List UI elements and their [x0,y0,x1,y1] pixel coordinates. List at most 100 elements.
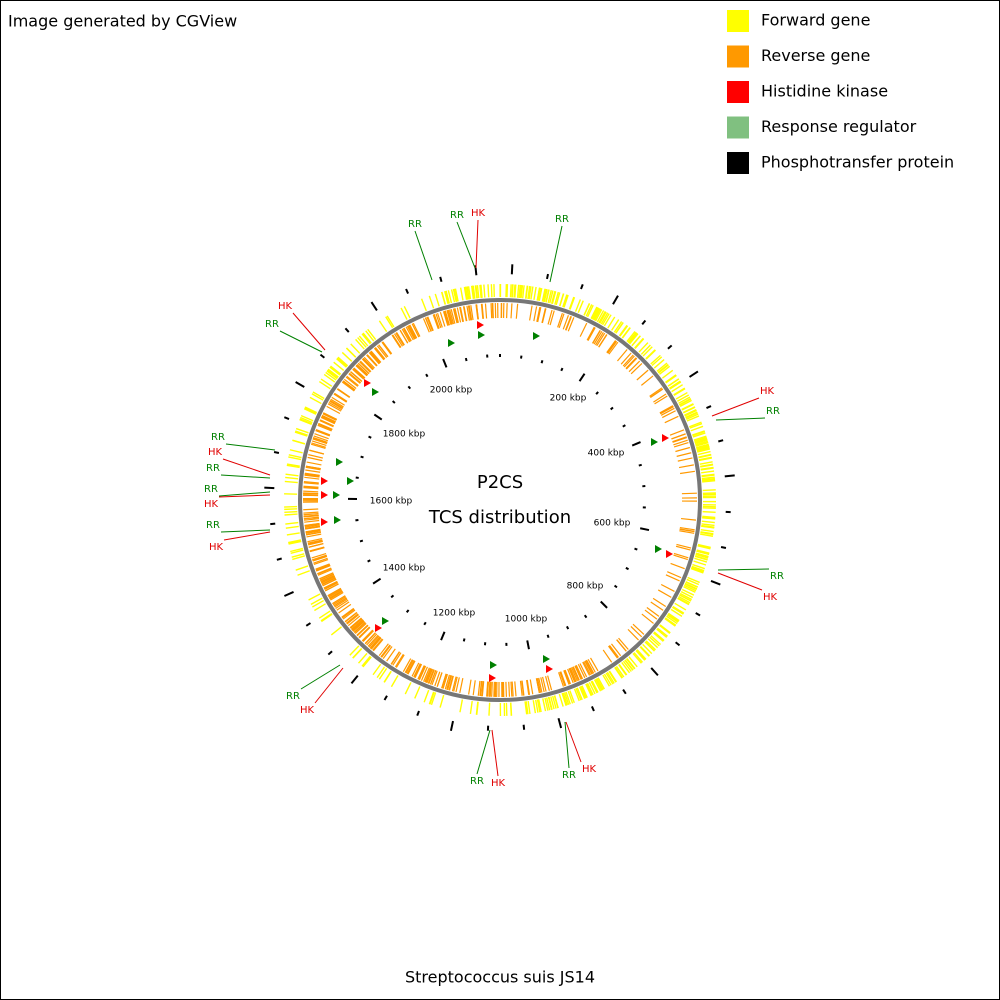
reverse-gene [370,350,382,363]
reverse-gene [671,433,686,440]
forward-gene [547,696,553,710]
forward-gene [536,699,541,713]
forward-gene [590,306,598,319]
reverse-gene [369,351,381,364]
annotation-line [414,230,433,281]
forward-gene [695,553,709,559]
forward-gene [314,603,326,612]
reverse-gene [678,464,694,469]
forward-gene [320,378,333,387]
annotation-line [475,219,479,269]
reverse-gene [535,678,540,694]
reverse-gene [305,529,321,534]
tcs-marker [533,332,540,340]
forward-gene [480,284,483,298]
reverse-gene [456,307,462,323]
annotation-line [292,312,326,351]
outer-tick [718,439,724,443]
forward-gene [614,666,624,679]
ruler-label: 1000 kbp [505,615,548,625]
reverse-gene [408,324,417,339]
annotation-label: HK [491,778,506,789]
forward-gene [362,332,372,344]
reverse-gene [374,347,386,360]
forward-gene [295,565,309,571]
annotation-label: HK [209,542,224,553]
forward-gene [550,696,555,710]
forward-gene [586,682,594,696]
reverse-gene [593,331,603,345]
reverse-gene [541,676,547,692]
reverse-gene [592,330,601,344]
reverse-gene [673,552,689,559]
reverse-gene [390,651,400,665]
forward-gene [575,687,582,701]
forward-gene [701,470,715,474]
forward-gene [323,373,336,383]
ruler-tick [613,584,618,589]
forward-gene [624,659,634,671]
reverse-gene [679,528,695,533]
outer-tick [350,675,359,685]
forward-gene [510,702,513,716]
outer-tick [474,265,478,276]
forward-gene [547,290,552,303]
reverse-gene [441,673,447,689]
forward-gene [318,381,331,390]
forward-gene [671,384,684,393]
forward-gene [653,632,664,642]
forward-gene [701,476,715,480]
outer-tick [370,301,378,312]
reverse-gene [433,314,440,329]
forward-gene [692,563,706,570]
ruler-label: 1800 kbp [383,430,426,440]
forward-gene [581,685,588,698]
reverse-gene [574,665,583,680]
forward-gene [469,700,473,715]
reverse-gene [463,306,468,322]
forward-gene [634,338,645,349]
ruler-label: 1600 kbp [370,497,413,507]
forward-gene [661,369,674,379]
annotation-line [220,529,271,533]
reverse-gene [394,653,404,668]
reverse-gene [314,433,329,440]
forward-gene [702,507,716,510]
forward-gene [404,682,412,695]
reverse-gene [305,469,321,473]
reverse-gene [644,609,658,620]
reverse-gene [366,354,378,367]
forward-gene [326,369,339,379]
reverse-gene [628,360,641,373]
reverse-gene [472,680,476,696]
forward-gene [528,286,532,300]
reverse-gene [327,588,342,597]
reverse-gene [510,681,513,697]
forward-gene [513,284,516,298]
reverse-gene [598,334,608,348]
forward-gene [336,358,347,368]
reverse-gene [304,474,320,478]
forward-gene [578,686,586,699]
reverse-gene [594,331,604,346]
reverse-gene [305,528,321,533]
forward-gene [583,303,591,316]
reverse-gene [426,316,434,332]
reverse-gene [348,373,361,384]
forward-gene [372,663,382,676]
reverse-gene [567,317,575,332]
reverse-gene [563,669,571,685]
outer-tick [283,591,294,597]
forward-gene [640,645,651,657]
reverse-gene [467,305,472,321]
reverse-gene [308,540,323,546]
reverse-gene [640,375,654,386]
forward-gene [326,370,338,380]
forward-gene [694,439,708,445]
forward-gene [474,285,478,299]
reverse-gene [468,305,473,321]
forward-gene [312,599,325,608]
reverse-gene [308,542,324,548]
reverse-gene [491,681,493,697]
ruler-tick [610,406,614,411]
